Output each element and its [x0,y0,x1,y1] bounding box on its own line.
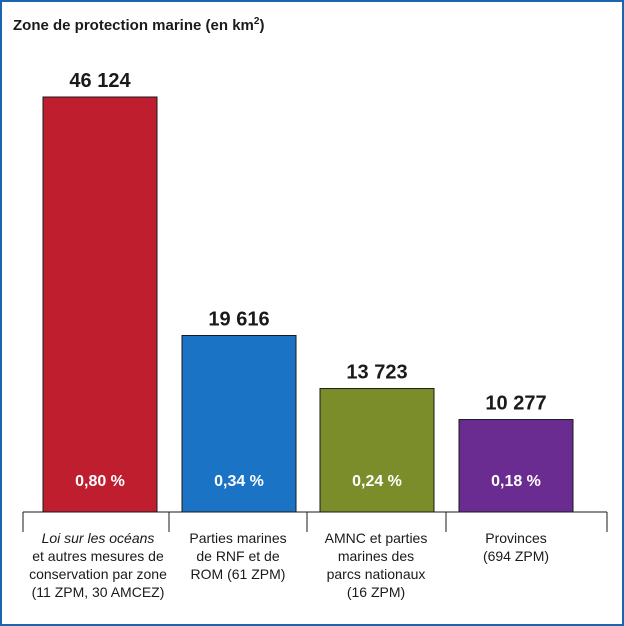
chart-title: Zone de protection marine (en km2) [13,16,264,34]
bar-2 [181,335,297,513]
bar-3 [319,388,435,513]
x-tick-label-2: Parties marines de RNF et de ROM (61 ZPM) [189,530,286,582]
x-axis [22,511,608,532]
bar-value-label-3: 13 723 [346,362,407,384]
bar-4 [458,419,574,513]
x-tick-label-1-line-1: Loi sur les océans [42,530,155,546]
x-tick-label-3-line-1: AMNC et parties [325,530,428,546]
x-tick-label-4: Provinces (694 ZPM) [483,530,549,564]
bar-percent-label-1: 0,80 % [75,473,125,490]
chart-title-end: ) [259,17,264,34]
x-tick-label-1: Loi sur les océans et autres mesures de co… [29,530,167,600]
bar-1 [42,96,158,513]
x-tick-label-4-line-2: (694 ZPM) [483,548,549,564]
x-tick-label-3-line-4: (16 ZPM) [347,584,405,600]
x-tick-label-2-line-1: Parties marines [189,530,286,546]
chart-title-text: Zone de protection marine (en km [13,17,254,34]
category-labels: Loi sur les océans et autres mesures de co… [29,530,549,600]
x-tick-label-1-line-2: et autres mesures de [32,548,164,564]
bar-percent-label-2: 0,34 % [214,473,264,490]
x-tick-label-1-line-4: (11 ZPM, 30 AMCEZ) [32,584,165,600]
x-tick-label-2-line-2: de RNF et de [196,548,279,564]
bars-group: 46 124 0,80 % 19 616 0,34 % 13 723 0,24 % 10 2… [42,70,574,513]
bar-value-label-1: 46 124 [69,70,131,92]
bar-percent-label-4: 0,18 % [491,473,541,490]
bar-percent-label-3: 0,24 % [352,473,402,490]
x-tick-label-2-line-3: ROM (61 ZPM) [191,566,286,582]
x-tick-label-3: AMNC et parties marines des parcs nationau… [325,530,428,600]
x-tick-label-3-line-3: parcs nationaux [327,566,426,582]
bar-value-label-4: 10 277 [485,393,546,415]
x-tick-label-3-line-2: marines des [338,548,414,564]
x-tick-label-4-line-1: Provinces [485,530,546,546]
x-tick-label-1-line-3: conservation par zone [29,566,167,582]
chart-title-superscript: 2 [254,16,260,27]
bar-value-label-2: 19 616 [208,309,269,331]
